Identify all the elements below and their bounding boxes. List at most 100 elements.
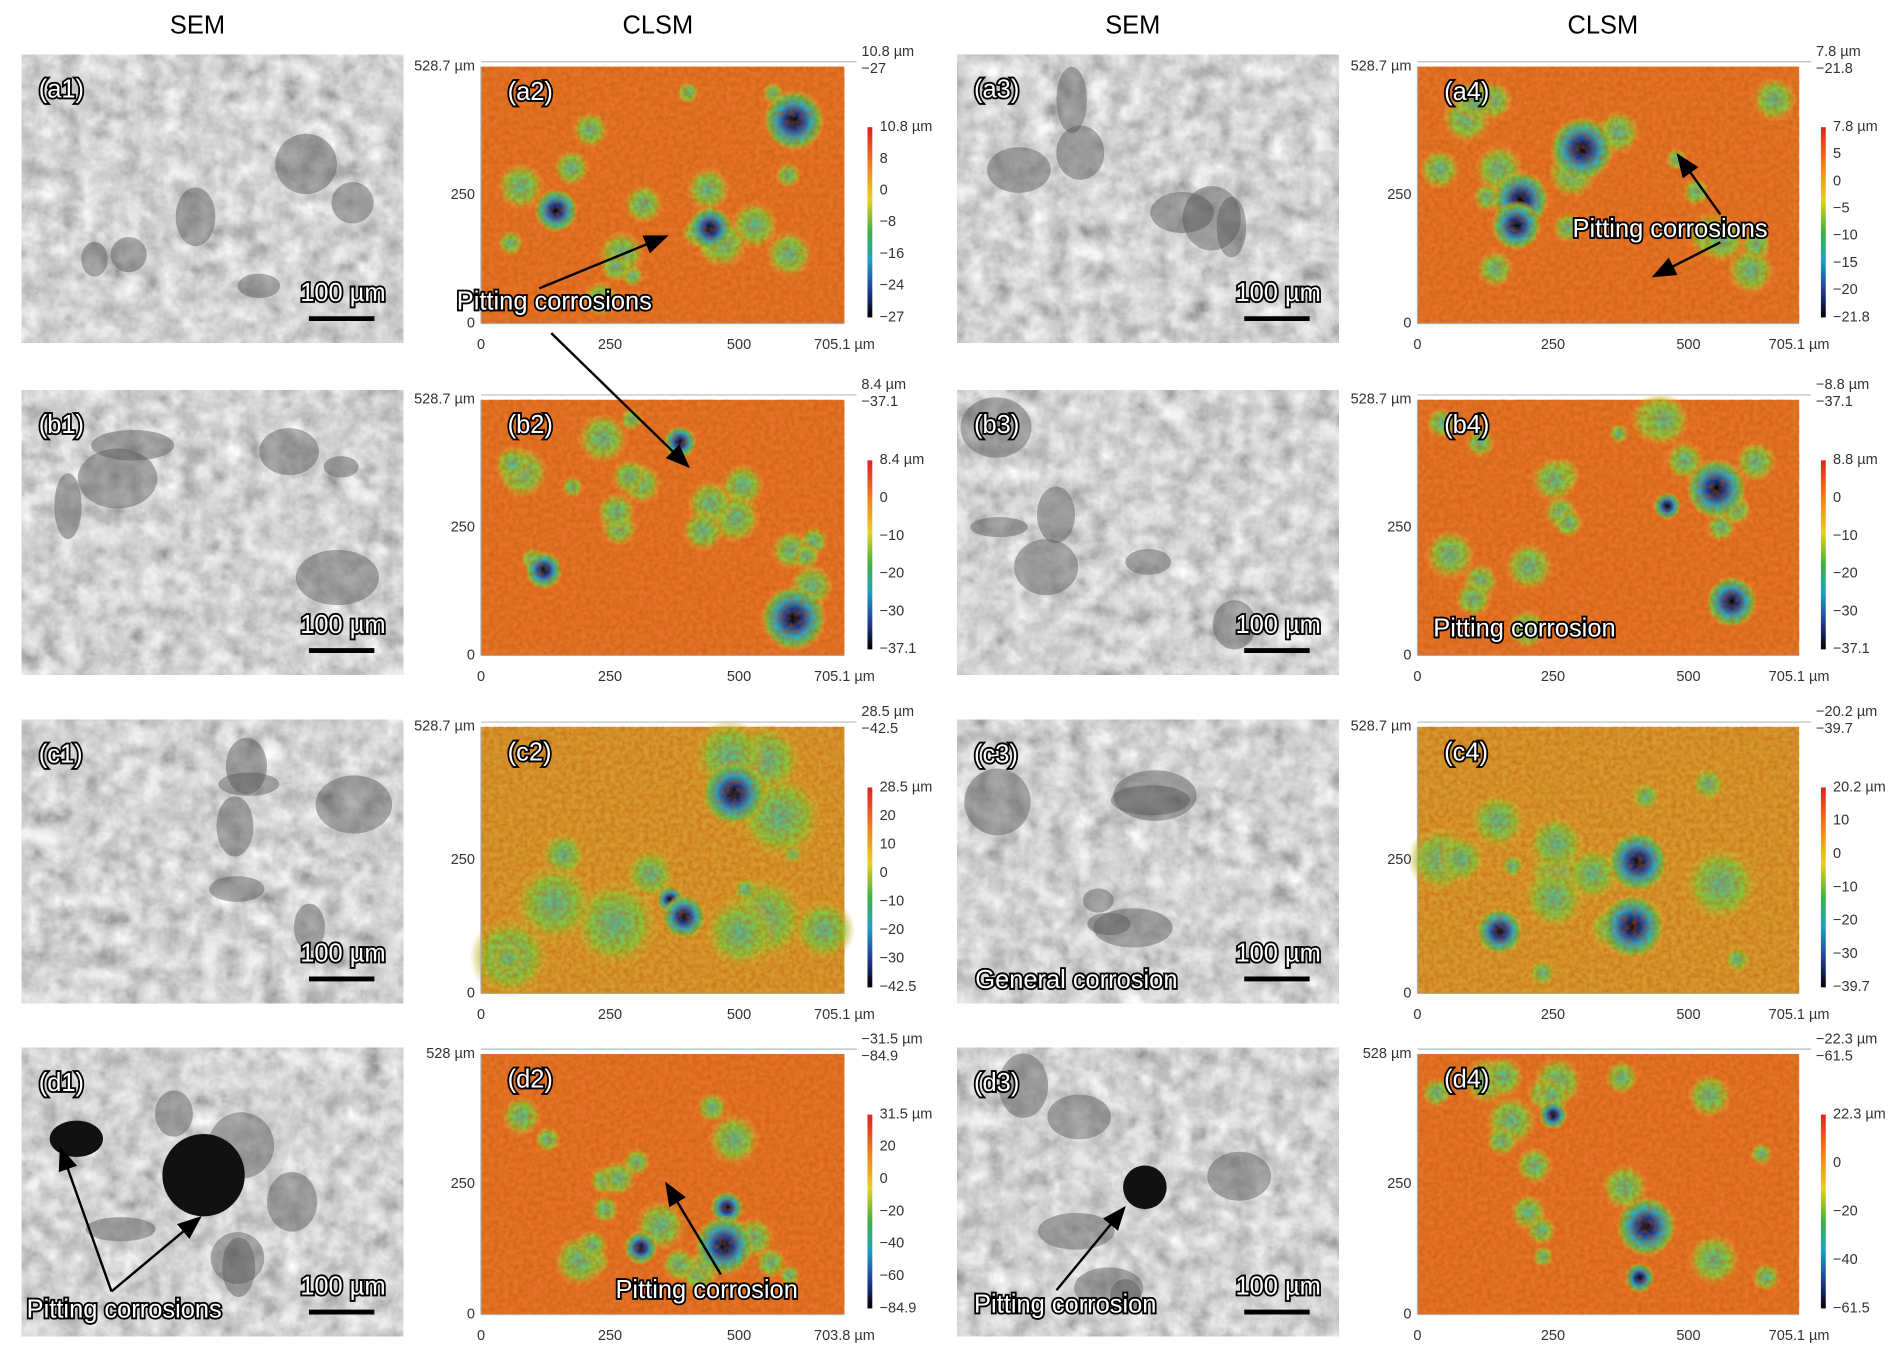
column-header: SEM (1105, 11, 1160, 39)
surface-feature (1182, 186, 1241, 251)
panel-label: (b3) (974, 411, 1019, 439)
x-tick-label: 703.8 µm (814, 1328, 875, 1344)
colorbar-label: −30 (1833, 603, 1858, 619)
colorbar (1820, 460, 1826, 650)
annotation: Pitting corrosion (615, 1276, 797, 1304)
colorbar-label: 8.8 µm (1833, 452, 1878, 468)
colorbar-label: −61.5 (1833, 1300, 1870, 1316)
scale-bar-label: 100 µm (1235, 1273, 1320, 1301)
z-range-label: −31.5 µm (861, 1031, 922, 1047)
x-tick-label: 500 (727, 337, 751, 353)
z-range-label: −37.1 (861, 394, 898, 410)
colorbar-label: −84.9 (880, 1300, 917, 1316)
colorbar (867, 460, 873, 650)
x-tick-label: 705.1 µm (1769, 1007, 1830, 1023)
sem-panel: (d1) 100 µm Pitting corrosions (21, 1047, 404, 1337)
surface-feature (175, 187, 216, 247)
y-tick-label: 250 (451, 852, 475, 868)
colorbar-label: −16 (880, 246, 905, 262)
colorbar-label: −5 (1833, 201, 1850, 217)
surface-feature (293, 903, 325, 951)
colorbar-label: −30 (1833, 946, 1858, 962)
sem-panel: (c3) 100 µm General corrosion (957, 719, 1339, 1004)
y-tick-label: 528 µm (426, 1046, 475, 1062)
scale-bar-label: 100 µm (300, 1273, 385, 1301)
colorbar (867, 1114, 873, 1309)
surface-feature (1093, 908, 1173, 948)
arrow (58, 1146, 113, 1292)
arrow (550, 332, 690, 469)
arrow (538, 235, 669, 290)
surface-feature (259, 428, 319, 476)
panel-label: (c2) (508, 738, 552, 766)
colorbar-label: −40 (1833, 1252, 1858, 1268)
colorbar-label: 20 (880, 1139, 896, 1155)
surface-feature (1113, 770, 1197, 821)
y-tick-label: 0 (1403, 1306, 1411, 1322)
colorbar-label: 7.8 µm (1833, 119, 1878, 135)
z-range-label: −8.8 µm (1816, 377, 1869, 393)
colorbar-label: −10 (1833, 528, 1858, 544)
surface-feature (964, 768, 1031, 836)
x-tick-label: 500 (1676, 669, 1700, 685)
surface-feature (987, 147, 1051, 193)
surface-feature (54, 473, 82, 540)
surface-feature (1110, 785, 1191, 816)
x-tick-label: 0 (1413, 337, 1421, 353)
colorbar-label: −20 (880, 1203, 905, 1219)
annotation: Pitting corrosions (1573, 215, 1768, 243)
y-tick-label: 250 (451, 1176, 475, 1192)
colorbar-label: 0 (880, 182, 888, 198)
y-tick-label: 250 (451, 519, 475, 535)
y-tick-label: 0 (1403, 647, 1411, 663)
surface-feature (275, 133, 337, 195)
x-tick-label: 0 (1413, 1007, 1421, 1023)
x-tick-label: 705.1 µm (1769, 337, 1830, 353)
y-tick-label: 0 (467, 1306, 475, 1322)
z-range-label: −20.2 µm (1816, 704, 1877, 720)
colorbar-label: −39.7 (1833, 979, 1870, 995)
surface-feature (85, 1217, 156, 1242)
z-range-label: −42.5 (861, 721, 898, 737)
texture (1417, 726, 1800, 994)
panel-label: (c4) (1444, 738, 1488, 766)
colorbar-label: 20 (880, 808, 896, 824)
scale-bar-label: 100 µm (1235, 279, 1320, 307)
y-tick-label: 528.7 µm (1351, 719, 1412, 735)
colorbar-label: 0 (880, 1171, 888, 1187)
x-tick-label: 250 (598, 669, 622, 685)
y-tick-label: 528 µm (1363, 1046, 1412, 1062)
y-tick-label: 250 (1387, 1176, 1411, 1192)
surface-feature (960, 397, 1032, 458)
x-tick-label: 0 (1413, 669, 1421, 685)
x-tick-label: 500 (1676, 337, 1700, 353)
colorbar-label: −37.1 (880, 641, 917, 657)
y-tick-label: 528.7 µm (414, 58, 475, 74)
texture (480, 726, 845, 994)
pit (162, 1133, 245, 1217)
sem-image (21, 719, 404, 1004)
colorbar-label: −20 (880, 566, 905, 582)
y-tick-label: 250 (1387, 852, 1411, 868)
sem-panel: (a3) 100 µm (957, 54, 1339, 343)
panel-label: (b4) (1444, 411, 1489, 439)
y-tick-label: 0 (467, 985, 475, 1001)
surface-feature (81, 241, 108, 277)
colorbar-label: −15 (1833, 255, 1858, 271)
sem-panel: (b1) 100 µm (21, 390, 404, 675)
surface-feature (998, 1053, 1049, 1118)
scale-bar-label: 100 µm (300, 279, 385, 307)
colorbar-label: −40 (880, 1236, 905, 1252)
surface-feature (91, 429, 175, 461)
colorbar-label: 10.8 µm (880, 119, 933, 135)
colorbar-label: −42.5 (880, 979, 917, 995)
surface-feature (295, 549, 380, 606)
z-range-label: −39.7 (1816, 721, 1853, 737)
